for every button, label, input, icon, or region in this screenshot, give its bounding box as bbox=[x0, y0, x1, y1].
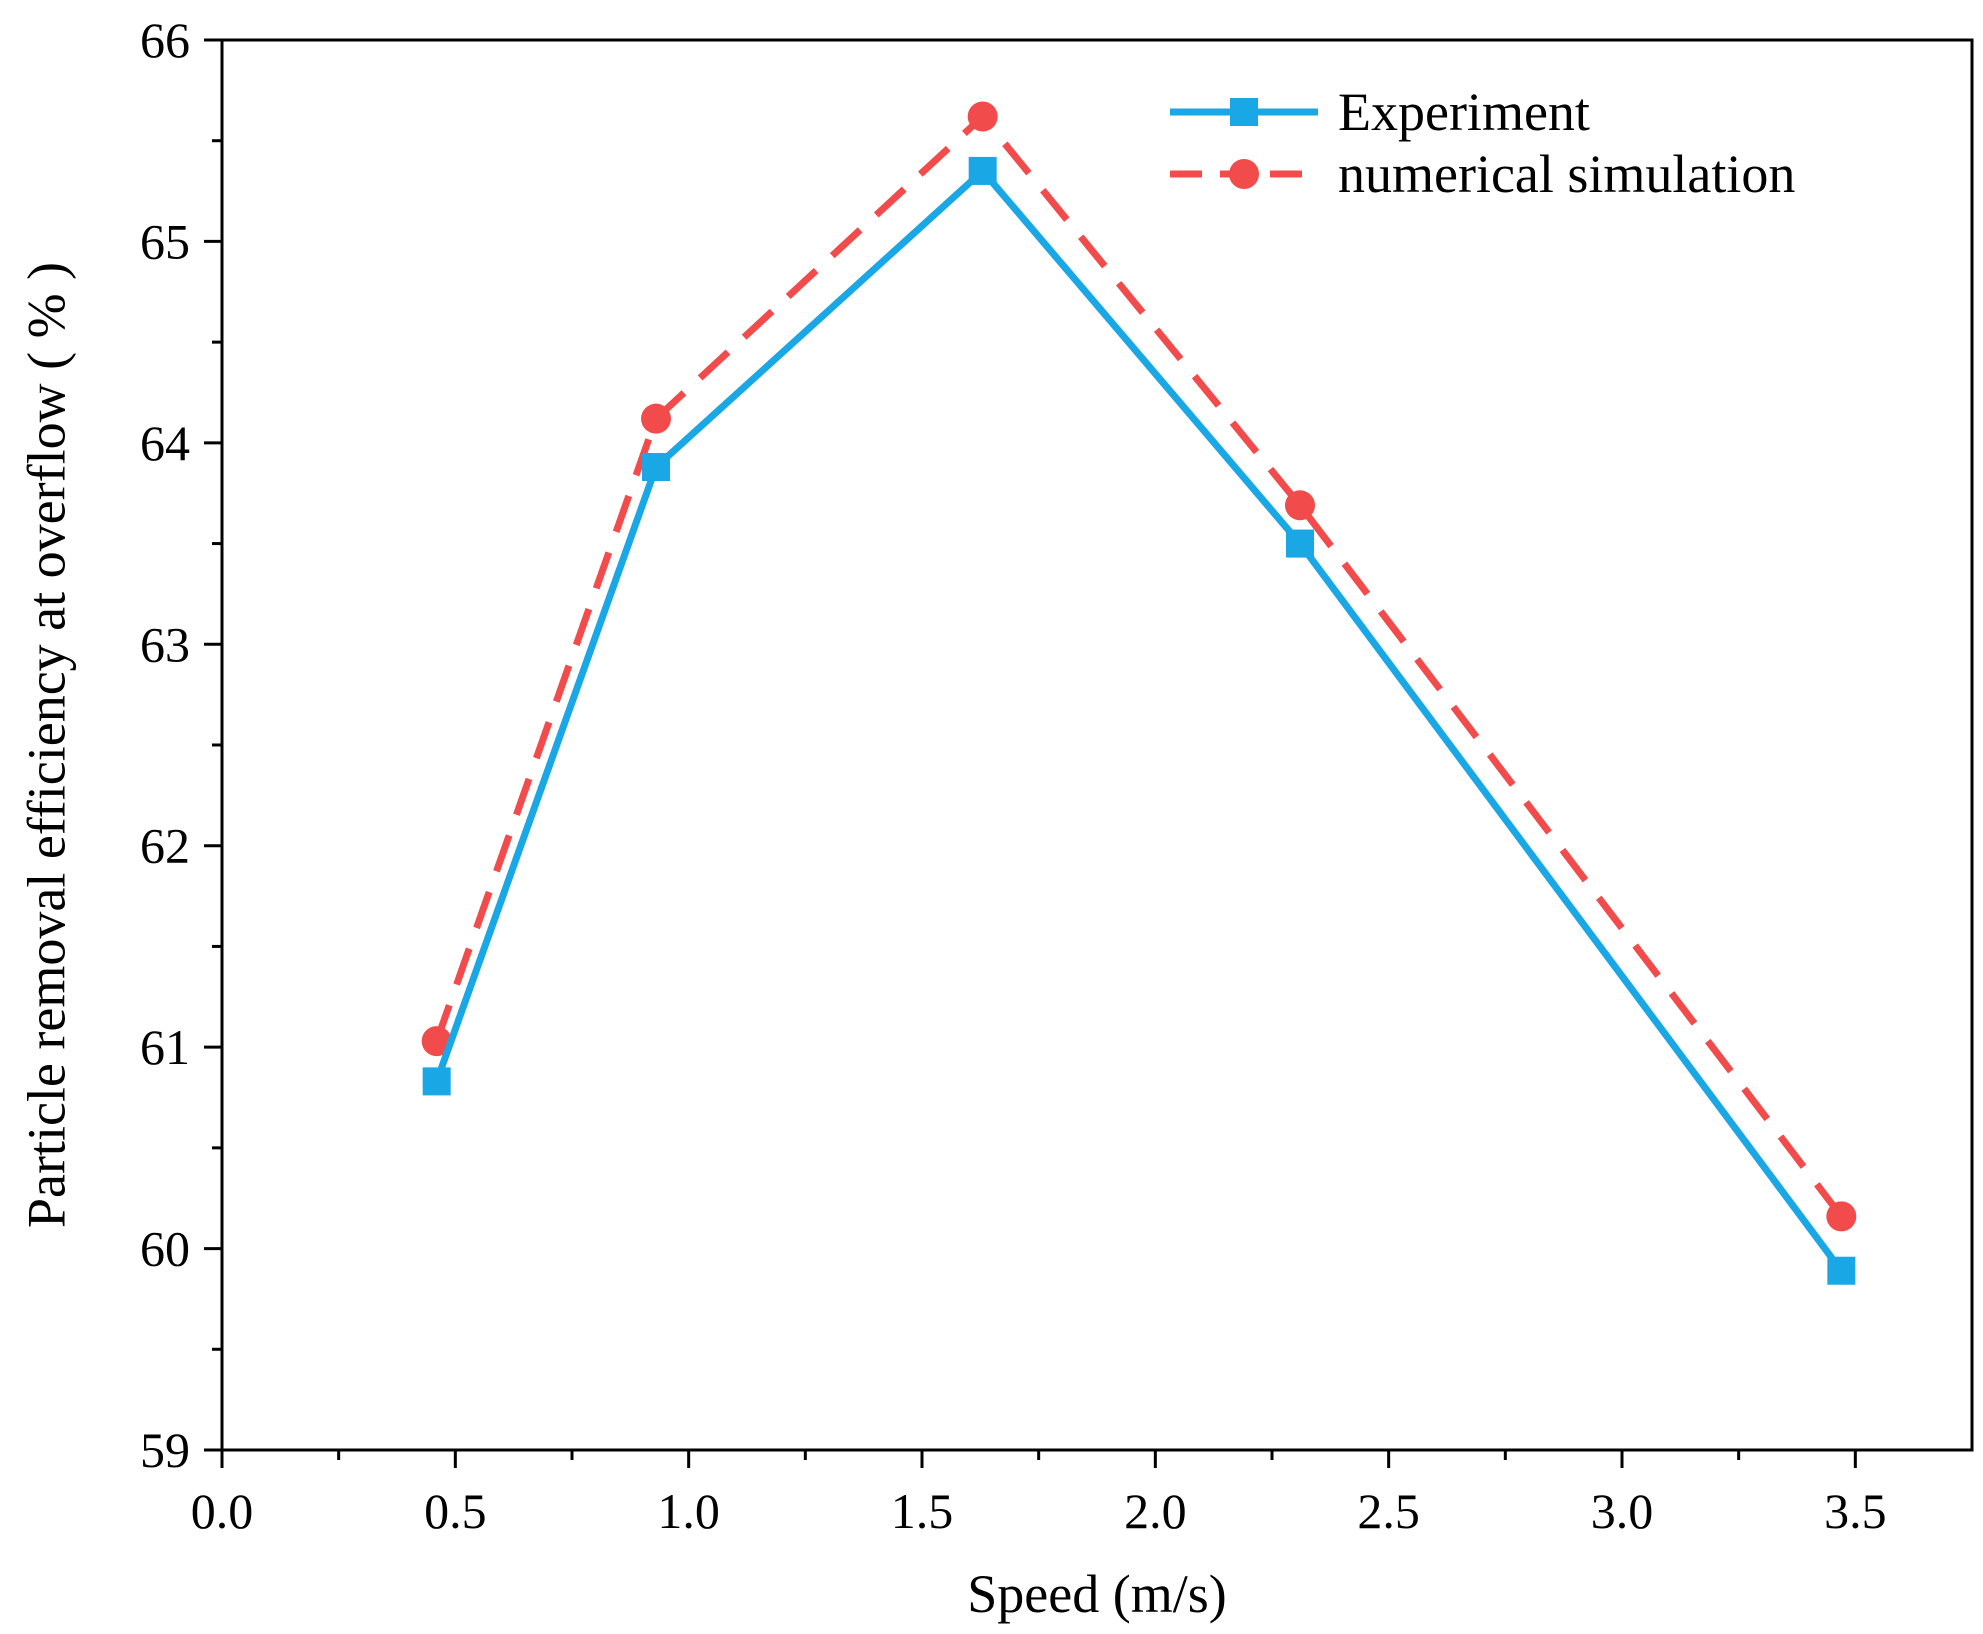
y-tick-label: 65 bbox=[140, 213, 190, 269]
data-point bbox=[1826, 1201, 1857, 1232]
x-tick-label: 1.5 bbox=[891, 1483, 954, 1539]
y-tick-label: 62 bbox=[140, 818, 190, 874]
series-experiment bbox=[422, 156, 1856, 1285]
data-point bbox=[641, 403, 671, 434]
y-axis: 59 60 61 62 63 64 65 66 bbox=[140, 12, 222, 1478]
x-tick-label: 0.0 bbox=[191, 1483, 254, 1539]
x-tick-label: 1.0 bbox=[657, 1483, 720, 1539]
x-tick-label: 2.0 bbox=[1124, 1483, 1187, 1539]
y-tick-label: 64 bbox=[140, 415, 190, 471]
y-tick-label: 61 bbox=[140, 1019, 190, 1075]
y-tick-label: 63 bbox=[140, 616, 190, 672]
data-point bbox=[421, 1026, 452, 1057]
series-layer bbox=[421, 101, 1857, 1285]
data-point bbox=[967, 101, 998, 132]
legend-label: Experiment bbox=[1338, 82, 1590, 142]
data-point bbox=[422, 1067, 451, 1096]
series-line bbox=[433, 167, 1845, 1273]
y-tick-label: 59 bbox=[140, 1422, 190, 1478]
legend-label: numerical simulation bbox=[1338, 144, 1795, 204]
y-tick-label: 60 bbox=[140, 1221, 190, 1277]
y-axis-title: Particle removal efficiency at overflow … bbox=[16, 262, 76, 1228]
x-tick-label: 2.5 bbox=[1357, 1483, 1420, 1539]
y-tick-label: 66 bbox=[140, 12, 190, 68]
series-numerical-simulation bbox=[421, 101, 1857, 1232]
legend-item: Experiment bbox=[1170, 82, 1590, 142]
data-point bbox=[1286, 529, 1314, 558]
x-tick-label: 0.5 bbox=[424, 1483, 487, 1539]
x-tick-label: 3.5 bbox=[1824, 1483, 1887, 1539]
series-line bbox=[433, 113, 1845, 1219]
x-axis-title: Speed (m/s) bbox=[967, 1564, 1226, 1624]
data-point bbox=[642, 453, 670, 482]
data-point bbox=[1285, 490, 1315, 521]
legend-marker bbox=[1229, 159, 1259, 189]
x-axis: 0.0 0.5 1.0 1.5 2.0 2.5 3.0 3.5 bbox=[191, 1450, 1887, 1539]
legend-marker bbox=[1230, 98, 1258, 126]
data-point bbox=[1827, 1256, 1856, 1285]
legend-item: numerical simulation bbox=[1170, 144, 1795, 204]
data-point bbox=[968, 156, 997, 185]
x-tick-label: 3.0 bbox=[1591, 1483, 1654, 1539]
